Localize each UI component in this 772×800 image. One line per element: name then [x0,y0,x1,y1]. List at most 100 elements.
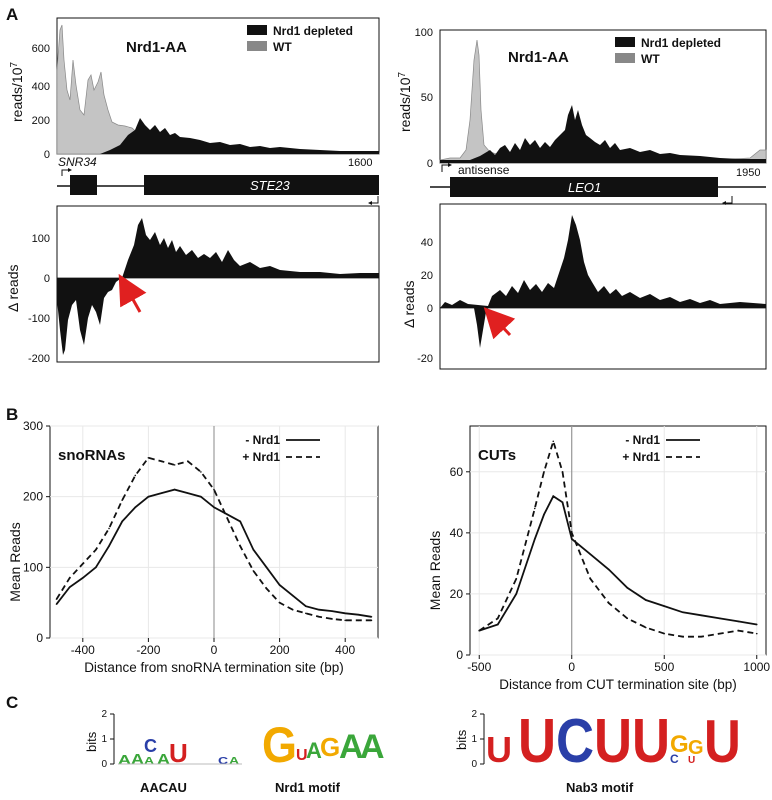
y-tick-label: 0 [36,631,43,645]
data-point [344,612,347,615]
delta-ytick-left-m200: -200 [28,353,50,365]
data-point [239,520,242,523]
delta-positive-left [122,218,379,278]
ste23-arrow [372,196,379,204]
data-point [755,632,758,635]
legend-swatch-depleted-right [615,37,635,47]
snorna-chart: -400 -200 0 200 400 300 200 100 0 - Nrd1 + Nrd1 sno… [7,419,379,675]
data-point [496,623,499,626]
wt-coverage-left [56,24,380,155]
x-tick-label: -400 [71,643,95,657]
data-point [370,616,373,618]
data-point [213,506,215,509]
logo1-bits-label: bits [84,731,99,752]
delta-negative-right [474,308,488,348]
delta-ylabel-left: Δ reads [5,265,21,313]
delta-ytick-right-20: 20 [421,270,433,282]
data-point [543,471,545,473]
legend-label: - Nrd1 [245,433,280,447]
data-point [95,566,97,569]
logo3-letter-g1: G [670,731,689,758]
ytick-right-50: 50 [421,92,433,104]
data-point [121,499,123,502]
logo3-letter-g2: G [688,737,704,759]
data-point [561,471,564,473]
leo1-arrow [726,196,733,204]
data-point [318,616,320,618]
antisense-label: antisense [458,163,510,177]
logo1-letter-c2: C [218,755,228,766]
data-point [55,603,58,605]
y-tick-label: 300 [23,419,43,433]
data-point [543,513,545,516]
logo3-ytick-2: 2 [471,709,477,720]
logo3-letter-c2: C [670,752,679,766]
cut-chart: -500 0 500 1000 60 40 20 0 - Nrd1 + Nrd1 CUTs Dista… [427,425,770,692]
logo2-letter-g2: G [320,732,340,762]
data-point [291,594,294,597]
ste23-exon [144,175,379,195]
data-point [265,566,268,569]
data-point [68,586,71,588]
data-point [626,617,629,620]
y-tick-label: 60 [450,465,464,479]
panel-a-right: Nrd1-AA Nrd1 depleted WT 100 50 0 reads/… [397,27,767,370]
logo1-letter-a3: A [144,755,154,766]
y-axis-label: Mean Reads [427,531,443,610]
tss-arrowhead-left [68,168,72,172]
panel-label-c: C [6,693,18,712]
x-tick-label: 0 [568,660,575,674]
data-point [700,614,703,617]
data-point [357,613,360,616]
delta-ytick-right-m20: -20 [417,353,433,365]
logo3-letter-u4: U [632,707,670,776]
delta-positive-right [440,215,766,308]
x-tick-label: 1000 [743,660,770,674]
logo3-caption: Nab3 motif [566,780,634,795]
data-point [134,506,137,509]
data-point [737,629,740,632]
data-point [607,602,610,604]
data-point [344,619,347,622]
data-point [305,605,307,607]
red-arrow-right [483,307,516,340]
data-point [134,474,137,477]
data-point [108,545,110,547]
y-tick-label: 200 [23,490,43,504]
antisense-arrowhead [448,163,452,167]
legend-label: + Nrd1 [622,450,660,464]
data-point [718,632,721,635]
data-point [589,553,592,556]
x-tick-label: -500 [467,660,491,674]
logo3-ytick-0: 0 [471,759,477,770]
ytick-left-400: 400 [32,81,50,93]
data-point [737,620,740,623]
legend-wt-right: WT [641,52,660,66]
logo2-letter-a1: A [306,738,322,763]
data-point [200,471,202,473]
data-point [644,626,647,629]
logo1-letter-a1: A [118,753,131,767]
data-point [718,617,721,620]
logo3-letter-u3: U [594,707,632,776]
red-arrow-left [118,273,147,313]
title-left: Nrd1-AA [126,39,187,56]
legend-swatch-wt-left [247,41,267,51]
plot-frame [469,425,767,656]
data-point [186,492,189,494]
data-point [370,619,373,622]
ytick-right-0: 0 [427,158,433,170]
nrd1-coverage-right [440,105,766,163]
logo1-letter-u: U [169,738,188,768]
data-point [607,568,610,571]
data-point [278,601,281,604]
logo2-letter-u: U [296,747,308,764]
panel-a-left: Nrd1-AA Nrd1 depleted WT 600 400 200 0 r… [5,17,380,365]
data-point [533,507,536,510]
data-point [681,635,684,638]
data-point [515,593,518,595]
data-point [173,464,176,466]
ylabel-left: reads/107 [9,62,25,122]
ytick-left-0: 0 [44,149,50,161]
delta-ylabel-right: Δ reads [401,281,417,329]
